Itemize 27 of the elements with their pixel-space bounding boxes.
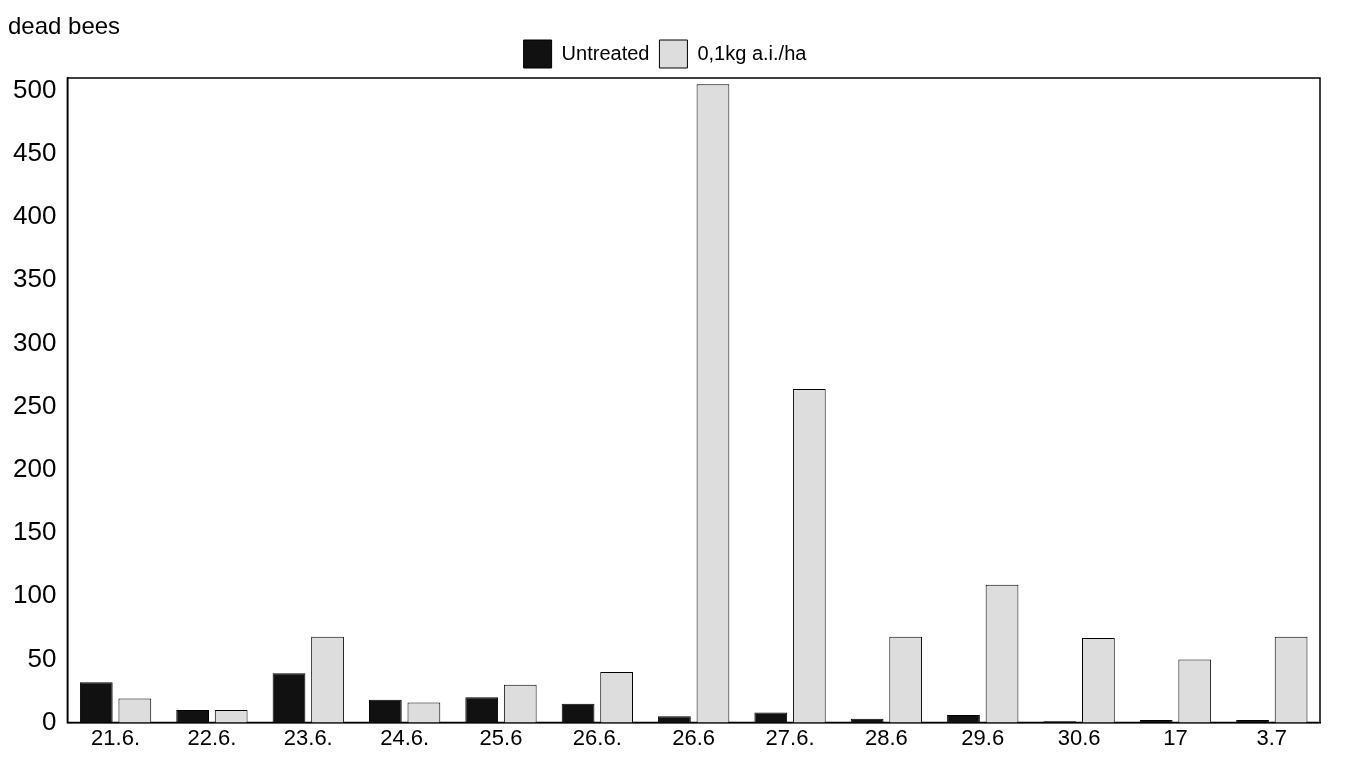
x-tick-label: 28.6 (864, 724, 908, 750)
x-tick-label: 30.6 (1057, 724, 1101, 750)
y-tick-label: 500 (12, 73, 57, 104)
x-tick-label: 17 (1163, 724, 1188, 750)
y-tick-label: 300 (12, 326, 57, 357)
x-tick-label: 25.6 (479, 724, 523, 750)
y-tick-label: 250 (12, 389, 57, 420)
y-axis-title: dead bees (8, 12, 121, 40)
y-tick-label: 350 (12, 263, 57, 294)
y-tick-label: 150 (12, 516, 57, 547)
legend-label: 0,1kg a.i./ha (697, 41, 808, 64)
x-tick-label: 27.6. (765, 724, 815, 750)
x-tick-label: 23.6. (283, 724, 333, 750)
x-tick-label: 3.7 (1256, 724, 1288, 750)
y-tick-label: 200 (12, 452, 57, 483)
y-tick-label: 100 (12, 579, 57, 610)
x-tick-label: 29.6 (961, 724, 1005, 750)
y-tick-label: 450 (12, 137, 57, 168)
legend-label: Untreated (561, 41, 650, 64)
x-tick-label: 26.6 (672, 724, 716, 750)
x-tick-label: 26.6. (572, 724, 622, 750)
y-tick-label: 400 (12, 200, 57, 231)
y-tick-label: 50 (27, 642, 57, 673)
x-tick-label: 22.6. (187, 724, 237, 750)
y-tick-label: 0 (41, 705, 57, 736)
x-tick-label: 21.6. (91, 724, 141, 750)
x-tick-label: 24.6. (380, 724, 430, 750)
